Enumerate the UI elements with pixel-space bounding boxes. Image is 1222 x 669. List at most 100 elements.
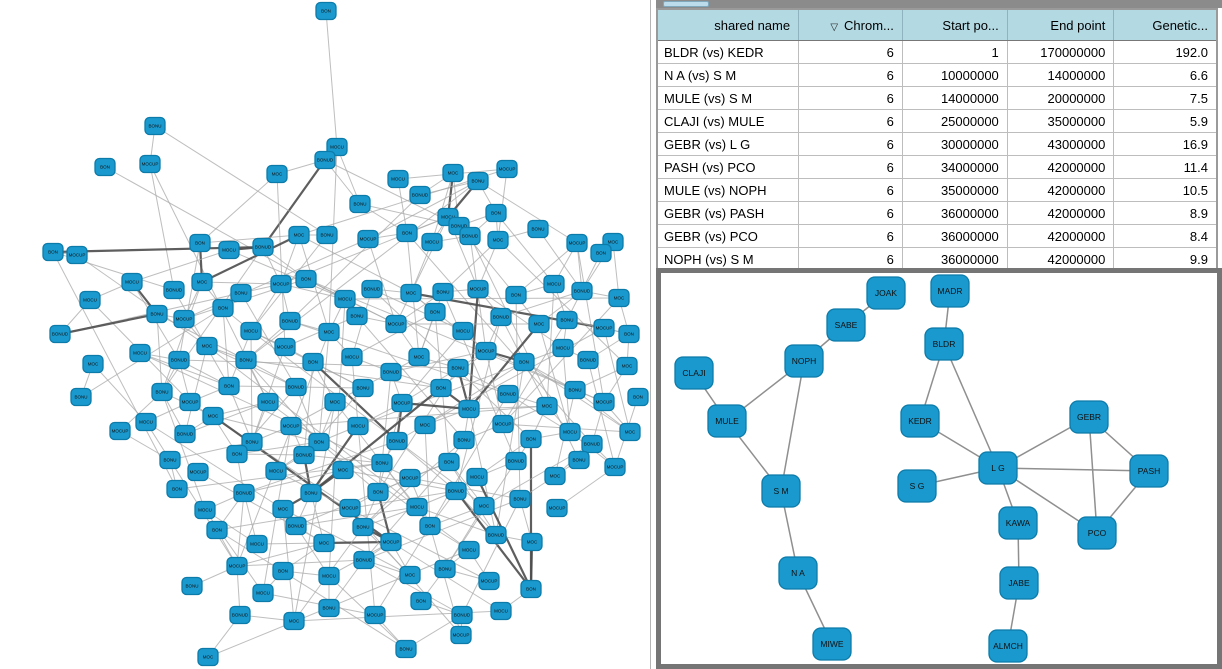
network-node-overview-2[interactable]: BONUD bbox=[314, 150, 336, 170]
network-node-overview-87[interactable]: MOC bbox=[324, 392, 346, 412]
network-node-overview-103[interactable]: MOCU bbox=[347, 416, 369, 436]
network-node-overview-147[interactable]: MOC bbox=[521, 532, 543, 552]
table-row[interactable]: NOPH (vs) S M 6 36000000 42000000 9.9 bbox=[658, 247, 1216, 271]
network-node-overview-51[interactable]: MOC bbox=[608, 288, 630, 308]
cell-value[interactable]: 42000000 bbox=[1007, 155, 1115, 179]
network-node-overview-47[interactable]: MOCUP bbox=[467, 279, 489, 299]
network-node-GEBR[interactable]: GEBR bbox=[1069, 400, 1109, 434]
network-node-overview-140[interactable]: BONUD bbox=[285, 516, 307, 536]
network-node-overview-162[interactable]: BON bbox=[410, 591, 432, 611]
network-node-overview-66[interactable]: BON bbox=[618, 324, 640, 344]
network-node-overview-110[interactable]: BONUD bbox=[581, 434, 603, 454]
cell-value[interactable]: 6 bbox=[798, 178, 903, 202]
table-row[interactable]: GEBR (vs) PCO 6 36000000 42000000 8.4 bbox=[658, 224, 1216, 248]
network-node-JOAK[interactable]: JOAK bbox=[866, 276, 906, 310]
network-node-overview-24[interactable]: BON bbox=[189, 233, 211, 253]
network-node-overview-109[interactable]: MOCU bbox=[559, 422, 581, 442]
network-node-overview-64[interactable]: BONU bbox=[556, 310, 578, 330]
cell-value[interactable]: 170000000 bbox=[1007, 40, 1115, 64]
cell-value[interactable]: 35000000 bbox=[902, 178, 1008, 202]
network-node-overview-149[interactable]: MOCUP bbox=[226, 556, 248, 576]
network-node-overview-166[interactable]: BONU bbox=[395, 639, 417, 659]
network-node-overview-70[interactable]: BONU bbox=[235, 350, 257, 370]
table-horizontal-scrollbar-thumb[interactable] bbox=[663, 1, 709, 7]
network-node-overview-107[interactable]: MOCUP bbox=[492, 414, 514, 434]
network-node-overview-126[interactable]: BON bbox=[166, 479, 188, 499]
network-node-overview-141[interactable]: MOC bbox=[313, 533, 335, 553]
network-node-overview-67[interactable]: MOCU bbox=[129, 343, 151, 363]
network-node-SABE[interactable]: SABE bbox=[826, 308, 866, 342]
network-node-overview-65[interactable]: MOCUP bbox=[593, 318, 615, 338]
network-node-overview-82[interactable]: BONU bbox=[151, 382, 173, 402]
network-node-KAWA[interactable]: KAWA bbox=[998, 506, 1038, 540]
cell-value[interactable]: 6.6 bbox=[1113, 63, 1216, 87]
network-node-overview-134[interactable]: BONUD bbox=[445, 481, 467, 501]
cell-value[interactable]: 11.4 bbox=[1113, 155, 1216, 179]
network-node-overview-8[interactable]: BONUD bbox=[409, 185, 431, 205]
network-node-overview-143[interactable]: MOCUP bbox=[380, 532, 402, 552]
network-node-overview-42[interactable]: BON bbox=[295, 269, 317, 289]
network-node-overview-58[interactable]: BONU bbox=[346, 306, 368, 326]
network-node-overview-165[interactable]: MOC bbox=[197, 647, 219, 667]
network-node-overview-144[interactable]: BON bbox=[419, 516, 441, 536]
network-node-overview-91[interactable]: MOCU bbox=[458, 399, 480, 419]
network-node-overview-129[interactable]: MOC bbox=[272, 499, 294, 519]
network-node-overview-62[interactable]: BONUD bbox=[490, 307, 512, 327]
network-node-overview-89[interactable]: MOCUP bbox=[391, 393, 413, 413]
network-node-overview-123[interactable]: MOC bbox=[544, 466, 566, 486]
network-node-overview-26[interactable]: BONUD bbox=[252, 237, 274, 257]
cell-value[interactable]: 42000000 bbox=[1007, 178, 1115, 202]
network-node-KEDR[interactable]: KEDR bbox=[900, 404, 940, 438]
column-header-genetic---[interactable]: Genetic... bbox=[1113, 10, 1216, 41]
network-node-overview-106[interactable]: BONU bbox=[453, 430, 475, 450]
network-node-overview-76[interactable]: BONU bbox=[447, 358, 469, 378]
network-node-overview-88[interactable]: BONU bbox=[352, 378, 374, 398]
cell-value[interactable]: 8.9 bbox=[1113, 201, 1216, 225]
network-node-overview-85[interactable]: MOCU bbox=[257, 392, 279, 412]
network-node-overview-112[interactable]: BONU bbox=[159, 450, 181, 470]
network-node-overview-156[interactable]: BON bbox=[520, 579, 542, 599]
network-node-overview-36[interactable]: BON bbox=[590, 243, 612, 263]
network-node-PCO[interactable]: PCO bbox=[1077, 516, 1117, 550]
cell-value[interactable]: 16.9 bbox=[1113, 132, 1216, 156]
network-node-overview-41[interactable]: MOCUP bbox=[270, 274, 292, 294]
network-node-overview-116[interactable]: BONUD bbox=[293, 445, 315, 465]
network-node-BLDR[interactable]: BLDR bbox=[924, 327, 964, 361]
table-row[interactable]: BLDR (vs) KEDR 6 1 170000000 192.0 bbox=[658, 40, 1216, 64]
cell-value[interactable]: 14000000 bbox=[902, 86, 1008, 110]
network-node-overview-49[interactable]: MOCU bbox=[543, 274, 565, 294]
cell-shared-name[interactable]: N A (vs) S M bbox=[658, 63, 800, 87]
network-node-overview-151[interactable]: MOCU bbox=[318, 566, 340, 586]
cell-value[interactable]: 6 bbox=[798, 86, 903, 110]
network-node-ALMCH[interactable]: ALMCH bbox=[988, 629, 1028, 663]
network-node-overview-63[interactable]: MOC bbox=[528, 314, 550, 334]
cell-value[interactable]: 34000000 bbox=[902, 155, 1008, 179]
network-node-overview-114[interactable]: BON bbox=[226, 444, 248, 464]
network-node-overview-80[interactable]: BONUD bbox=[577, 350, 599, 370]
network-node-S M[interactable]: S M bbox=[761, 474, 801, 508]
cell-value[interactable]: 9.9 bbox=[1113, 247, 1216, 271]
network-node-overview-9[interactable]: MOC bbox=[442, 163, 464, 183]
network-node-overview-44[interactable]: BONUD bbox=[361, 279, 383, 299]
network-node-overview-119[interactable]: MOCUP bbox=[399, 468, 421, 488]
network-node-overview-90[interactable]: BON bbox=[430, 378, 452, 398]
network-node-overview-117[interactable]: MOC bbox=[332, 460, 354, 480]
cell-shared-name[interactable]: PASH (vs) PCO bbox=[658, 155, 800, 179]
cell-value[interactable]: 6 bbox=[798, 201, 903, 225]
network-node-overview-61[interactable]: MOCU bbox=[452, 321, 474, 341]
network-node-overview-105[interactable]: MOC bbox=[414, 415, 436, 435]
cell-shared-name[interactable]: GEBR (vs) PCO bbox=[658, 224, 800, 248]
network-node-overview-159[interactable]: MOC bbox=[283, 611, 305, 631]
cell-value[interactable]: 6 bbox=[798, 155, 903, 179]
network-node-overview-97[interactable]: MOCU bbox=[135, 412, 157, 432]
network-node-overview-50[interactable]: BONUD bbox=[571, 281, 593, 301]
cell-shared-name[interactable]: GEBR (vs) L G bbox=[658, 132, 800, 156]
cell-value[interactable]: 8.4 bbox=[1113, 224, 1216, 248]
network-node-overview-113[interactable]: MOCUP bbox=[187, 462, 209, 482]
table-row[interactable]: GEBR (vs) L G 6 30000000 43000000 16.9 bbox=[658, 132, 1216, 156]
network-node-overview-22[interactable]: BONU bbox=[70, 387, 92, 407]
network-node-overview-83[interactable]: MOCUP bbox=[179, 392, 201, 412]
network-node-overview-94[interactable]: BONU bbox=[564, 380, 586, 400]
cell-value[interactable]: 36000000 bbox=[902, 201, 1008, 225]
network-node-overview-132[interactable]: BON bbox=[367, 482, 389, 502]
